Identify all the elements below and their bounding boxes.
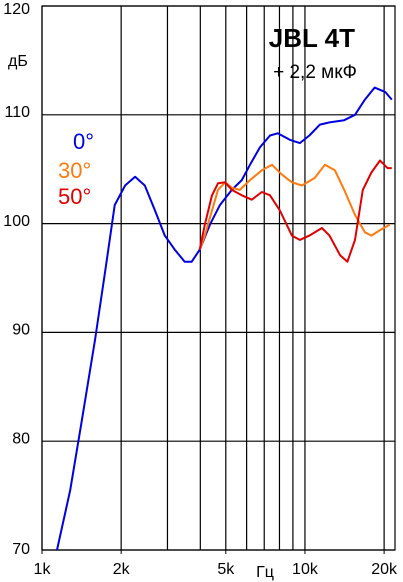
legend-label: 50° xyxy=(58,184,91,209)
chart-title: JBL 4T xyxy=(269,23,355,53)
x-tick-label: 10k xyxy=(292,561,319,578)
series-line xyxy=(198,159,392,263)
y-axis-label: дБ xyxy=(8,53,28,70)
legend-label: 30° xyxy=(58,158,91,183)
x-tick-label: 1k xyxy=(34,561,52,578)
plot-frame xyxy=(41,5,396,551)
series-line xyxy=(198,163,391,251)
legend-label: 0° xyxy=(73,129,94,154)
chart-subtitle: + 2,2 мкФ xyxy=(273,62,357,83)
y-tick-label: 90 xyxy=(12,322,30,339)
y-tick-label: 70 xyxy=(12,541,30,558)
y-tick-label: 110 xyxy=(4,104,30,121)
y-tick-label: 120 xyxy=(3,1,30,18)
x-tick-label: 20k xyxy=(371,561,398,578)
series-line xyxy=(56,86,393,551)
x-tick-label: 5k xyxy=(217,561,235,578)
y-tick-label: 80 xyxy=(12,430,30,447)
y-tick-label: 100 xyxy=(3,213,30,230)
x-tick-label: 2k xyxy=(113,561,131,578)
x-axis-label: Гц xyxy=(256,564,274,581)
